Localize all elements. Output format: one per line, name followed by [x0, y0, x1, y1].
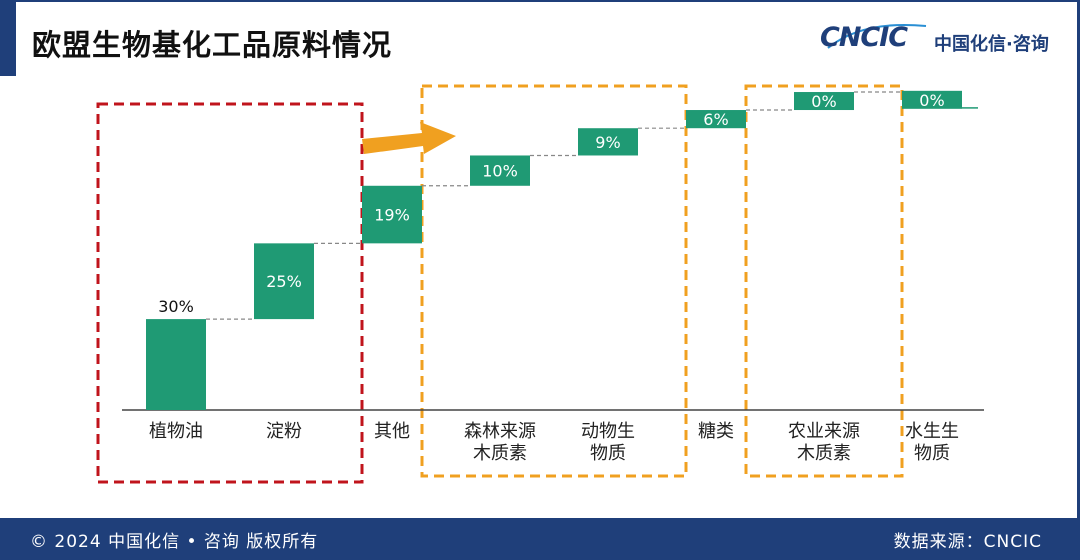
category-label-7-line-2: 木质素	[797, 443, 851, 464]
data-label-8: 0%	[919, 91, 944, 110]
category-label-4-line-2: 木质素	[473, 443, 527, 464]
highlight-box-3	[744, 84, 904, 478]
footer-bar: © 2024 中国化信 • 咨询 版权所有 数据来源：CNCIC	[0, 518, 1080, 560]
category-label-6: 糖类	[698, 421, 734, 442]
data-label-1: 30%	[158, 297, 194, 316]
category-label-1: 植物油	[149, 421, 203, 442]
page-title: 欧盟生物基化工品原料情况	[32, 28, 393, 62]
footer-copyright: © 2024 中国化信 • 咨询 版权所有	[30, 532, 319, 552]
logo-mark-text: CNCIC	[820, 22, 908, 53]
footer-source: 数据来源：CNCIC	[893, 532, 1042, 552]
logo-swoosh-icon	[827, 23, 927, 49]
category-label-8-line-2: 物质	[914, 443, 950, 464]
top-border-line	[16, 0, 1080, 2]
category-label-8-line-1: 水生生	[905, 421, 959, 442]
data-label-2: 25%	[266, 272, 302, 291]
data-label-3: 19%	[374, 206, 410, 225]
data-label-6: 6%	[703, 110, 728, 129]
cncic-logo: CNCIC 中国化信·咨询	[820, 22, 1060, 60]
data-label-5: 9%	[595, 133, 620, 152]
category-label-3: 其他	[374, 421, 410, 442]
bar-4	[470, 155, 530, 186]
bar-1	[146, 319, 206, 410]
waterfall-chart: 30%植物油25%淀粉19%其他10%森林来源木质素9%动物生物质6%糖类0%农…	[96, 84, 984, 484]
category-label-4-line-1: 森林来源	[464, 421, 536, 442]
logo-chinese-text: 中国化信·咨询	[934, 34, 1049, 55]
data-label-4: 10%	[482, 162, 518, 181]
bar-3	[362, 185, 422, 244]
bar-2	[254, 243, 314, 320]
highlight-box-1	[96, 102, 364, 484]
bar-7	[794, 92, 854, 111]
arrow-icon	[362, 122, 456, 154]
title-accent-bar	[0, 0, 16, 76]
bar-6	[686, 110, 746, 129]
data-label-7: 0%	[811, 92, 836, 111]
category-label-5-line-1: 动物生	[581, 421, 635, 442]
category-label-2: 淀粉	[266, 421, 302, 442]
bar-5	[578, 128, 638, 156]
bar-8	[902, 90, 962, 109]
category-label-5-line-2: 物质	[590, 443, 626, 464]
category-label-7-line-1: 农业来源	[788, 421, 860, 442]
highlight-box-2	[420, 84, 688, 478]
